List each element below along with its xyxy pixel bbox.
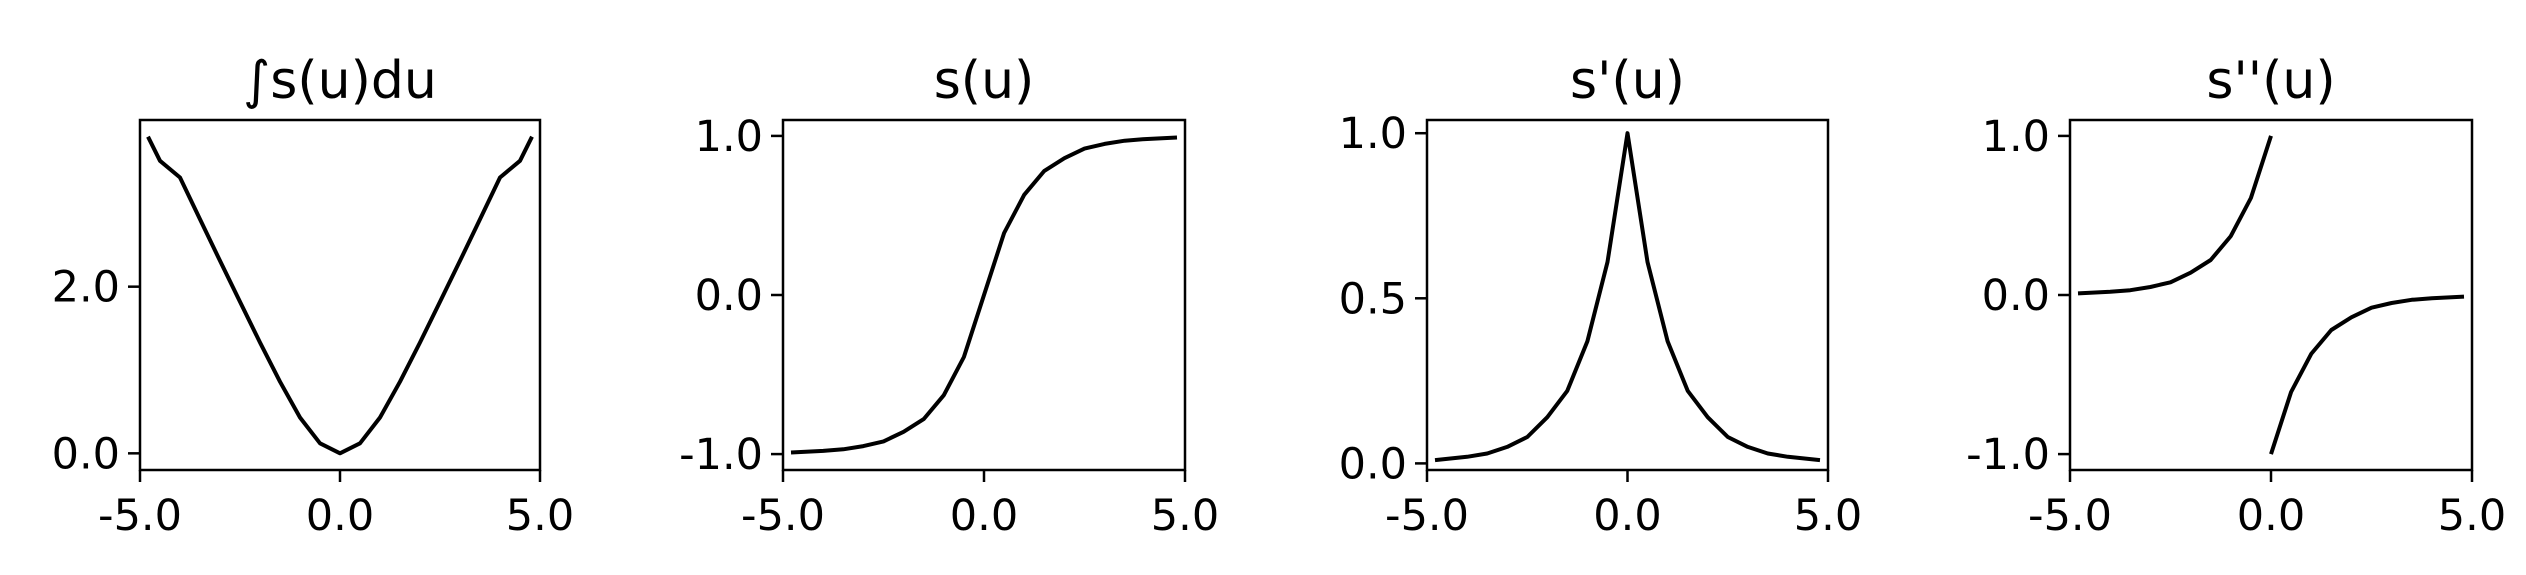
y-tick-label: -1.0: [1966, 430, 2050, 480]
subplot-3: s'(u)-5.0 0.0 5.00.00.51.0: [1339, 51, 1863, 541]
subplot-title: s''(u): [2206, 51, 2335, 111]
y-tick-label: 0.0: [1339, 439, 1407, 489]
subplot-title: s'(u): [1570, 51, 1685, 111]
x-tick-label: 5.0: [1794, 491, 1862, 541]
x-tick-label: 5.0: [506, 491, 574, 541]
subplot-title: s(u): [934, 51, 1035, 111]
series-line: [1434, 131, 1821, 463]
y-tick-label: 0.0: [695, 271, 763, 321]
x-tick-label: -5.0: [2028, 491, 2112, 541]
subplot-title: ∫s(u)du: [243, 51, 437, 111]
series-line: [146, 135, 534, 456]
axes-frame: [1425, 118, 1830, 472]
y-tick-label: 0.5: [1339, 274, 1407, 324]
y-tick-label: 0.0: [52, 429, 120, 479]
x-tick-label: 0.0: [1593, 491, 1661, 541]
x-tick-label: -5.0: [741, 491, 825, 541]
axes-frame: [2068, 118, 2474, 472]
y-tick-label: 2.0: [52, 263, 120, 313]
y-tick-label: 0.0: [1982, 271, 2050, 321]
y-tick-label: -1.0: [679, 430, 763, 480]
x-tick-label: -5.0: [1385, 491, 1469, 541]
x-tick-label: 0.0: [2237, 491, 2305, 541]
x-tick-label: -5.0: [98, 491, 182, 541]
series-line: [2077, 135, 2273, 296]
y-tick-label: 1.0: [695, 112, 763, 162]
subplot-2: s(u) -5.0 0.0 5.0 -1.0 0.0 1.0: [679, 51, 1219, 541]
axes-frame: [138, 118, 542, 472]
subplot-1: ∫s(u)du -5.0 0.0 5.0 0.0 2.0: [52, 51, 575, 541]
subplot-4: s''(u) -5.0 0.0 5.0 -1.0 0.0 1.0: [1966, 51, 2506, 541]
x-tick-label: 5.0: [1151, 491, 1219, 541]
x-tick-label: 5.0: [2438, 491, 2506, 541]
x-tick-label: 0.0: [306, 491, 374, 541]
series-line: [2269, 294, 2465, 455]
series-line: [790, 135, 1178, 455]
y-tick-label: 1.0: [1982, 112, 2050, 162]
x-tick-label: 0.0: [950, 491, 1018, 541]
y-tick-label: 1.0: [1339, 109, 1407, 159]
